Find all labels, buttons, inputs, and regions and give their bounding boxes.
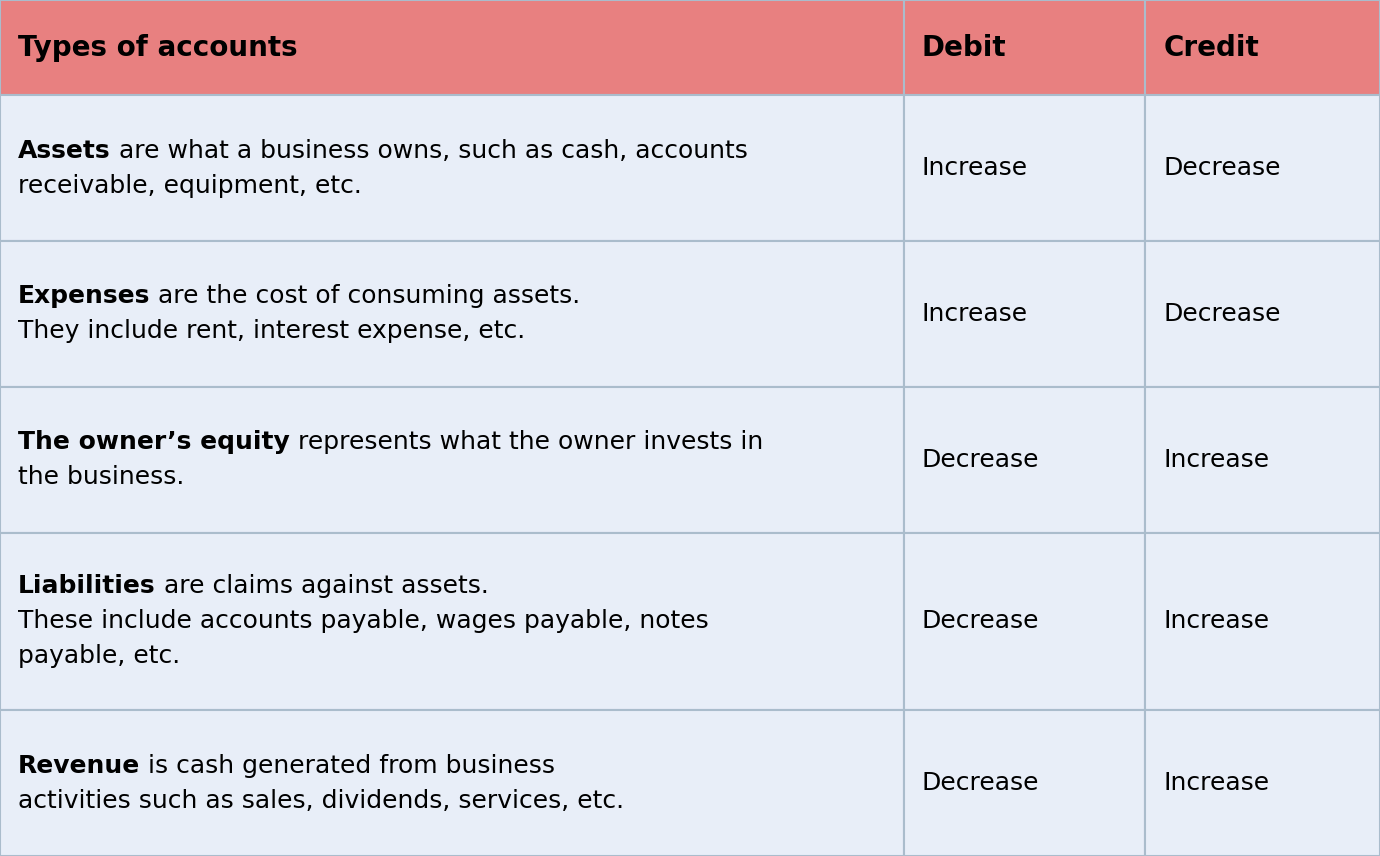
- Text: is cash generated from business: is cash generated from business: [141, 753, 555, 777]
- Text: These include accounts payable, wages payable, notes: These include accounts payable, wages pa…: [18, 609, 709, 633]
- Text: are claims against assets.: are claims against assets.: [156, 574, 489, 598]
- Text: Debit: Debit: [922, 33, 1006, 62]
- Text: Liabilities: Liabilities: [18, 574, 156, 598]
- Text: Increase: Increase: [922, 302, 1028, 326]
- Text: Types of accounts: Types of accounts: [18, 33, 298, 62]
- Text: activities such as sales, dividends, services, etc.: activities such as sales, dividends, ser…: [18, 788, 624, 812]
- Bar: [1145, 710, 1380, 856]
- Bar: [904, 387, 1145, 532]
- Bar: [904, 0, 1145, 95]
- Text: Decrease: Decrease: [922, 609, 1039, 633]
- Bar: [0, 241, 904, 387]
- Text: Expenses: Expenses: [18, 284, 150, 308]
- Text: Credit: Credit: [1163, 33, 1259, 62]
- Text: Assets: Assets: [18, 139, 110, 163]
- Text: the business.: the business.: [18, 465, 185, 489]
- Text: Decrease: Decrease: [1163, 156, 1281, 180]
- Bar: [904, 710, 1145, 856]
- Text: payable, etc.: payable, etc.: [18, 645, 181, 669]
- Bar: [0, 387, 904, 532]
- Text: are the cost of consuming assets.: are the cost of consuming assets.: [150, 284, 581, 308]
- Text: Increase: Increase: [1163, 448, 1270, 472]
- Bar: [1145, 532, 1380, 710]
- Text: Increase: Increase: [1163, 771, 1270, 795]
- Text: Revenue: Revenue: [18, 753, 141, 777]
- Bar: [0, 95, 904, 241]
- Text: The owner’s equity: The owner’s equity: [18, 431, 290, 455]
- Bar: [0, 0, 904, 95]
- Bar: [1145, 95, 1380, 241]
- Bar: [904, 532, 1145, 710]
- Text: represents what the owner invests in: represents what the owner invests in: [290, 431, 763, 455]
- Text: They include rent, interest expense, etc.: They include rent, interest expense, etc…: [18, 319, 526, 343]
- Bar: [0, 710, 904, 856]
- Bar: [0, 532, 904, 710]
- Bar: [1145, 0, 1380, 95]
- Bar: [904, 241, 1145, 387]
- Text: are what a business owns, such as cash, accounts: are what a business owns, such as cash, …: [110, 139, 748, 163]
- Text: Increase: Increase: [922, 156, 1028, 180]
- Bar: [1145, 387, 1380, 532]
- Bar: [904, 95, 1145, 241]
- Text: Decrease: Decrease: [1163, 302, 1281, 326]
- Text: Increase: Increase: [1163, 609, 1270, 633]
- Bar: [1145, 241, 1380, 387]
- Text: Decrease: Decrease: [922, 771, 1039, 795]
- Text: Decrease: Decrease: [922, 448, 1039, 472]
- Text: receivable, equipment, etc.: receivable, equipment, etc.: [18, 174, 362, 198]
